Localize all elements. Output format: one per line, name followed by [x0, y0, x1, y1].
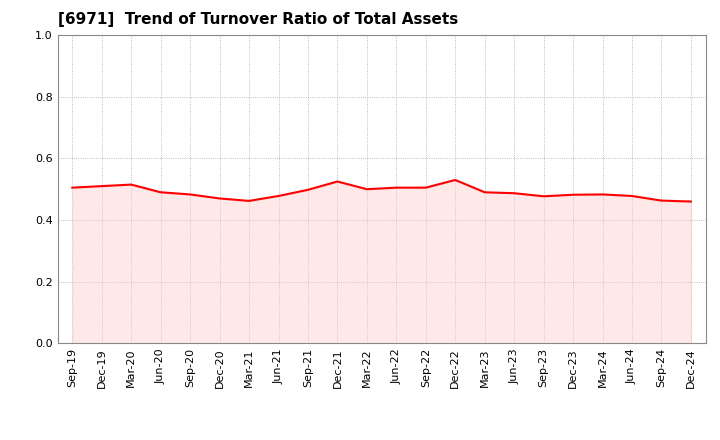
Text: [6971]  Trend of Turnover Ratio of Total Assets: [6971] Trend of Turnover Ratio of Total …	[58, 12, 458, 27]
